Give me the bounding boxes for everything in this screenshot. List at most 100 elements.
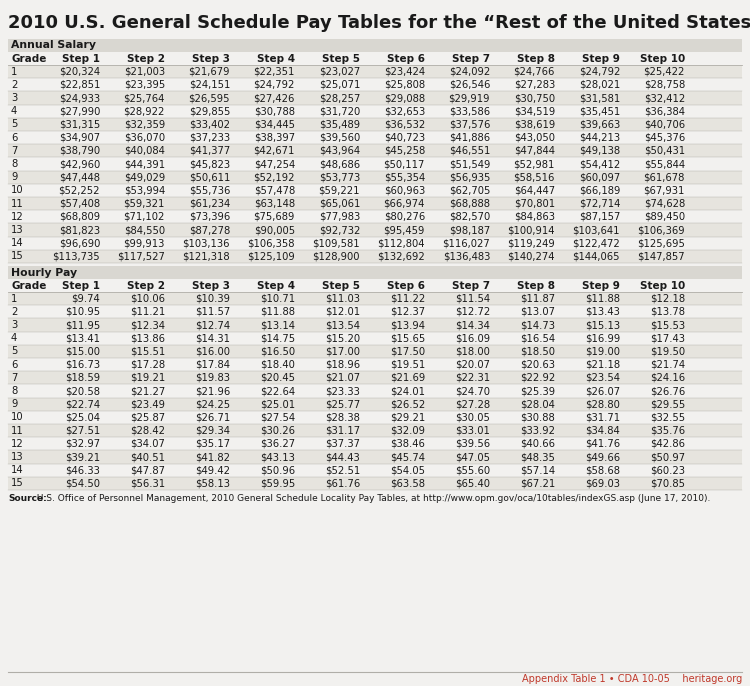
Text: Step 1: Step 1 — [62, 54, 100, 64]
Bar — [8, 424, 742, 437]
Text: $24,933: $24,933 — [58, 93, 100, 103]
Text: $25.77: $25.77 — [325, 399, 360, 410]
Text: $13.07: $13.07 — [520, 307, 555, 317]
Text: 1: 1 — [11, 67, 17, 77]
Text: Grade: Grade — [11, 54, 46, 64]
Text: $14.34: $14.34 — [455, 320, 490, 330]
Text: $32.09: $32.09 — [390, 425, 425, 436]
Text: $66,974: $66,974 — [383, 199, 425, 209]
Bar — [8, 451, 742, 464]
Text: $23.49: $23.49 — [130, 399, 165, 410]
Text: $67.21: $67.21 — [520, 478, 555, 488]
Text: $55.60: $55.60 — [454, 465, 490, 475]
Text: 5: 5 — [11, 119, 17, 130]
Text: $33.92: $33.92 — [520, 425, 555, 436]
Text: $39.21: $39.21 — [64, 452, 100, 462]
Text: $51,549: $51,549 — [448, 159, 490, 169]
Text: $52,981: $52,981 — [514, 159, 555, 169]
Text: 2: 2 — [11, 307, 17, 317]
Text: $11.87: $11.87 — [520, 294, 555, 304]
Text: $26.52: $26.52 — [390, 399, 425, 410]
Text: $61,234: $61,234 — [189, 199, 230, 209]
Text: $41.76: $41.76 — [585, 439, 620, 449]
Text: $11.95: $11.95 — [64, 320, 100, 330]
Text: $90,005: $90,005 — [254, 225, 295, 235]
Text: $28,922: $28,922 — [124, 106, 165, 116]
Text: $55,736: $55,736 — [189, 185, 230, 196]
Text: $46,551: $46,551 — [448, 146, 490, 156]
Bar — [8, 237, 742, 250]
Text: $27,990: $27,990 — [58, 106, 100, 116]
Text: $24.25: $24.25 — [195, 399, 230, 410]
Text: 14: 14 — [11, 465, 24, 475]
Bar — [8, 144, 742, 157]
Text: $22,351: $22,351 — [254, 67, 295, 77]
Text: $24.01: $24.01 — [390, 386, 425, 396]
Text: $147,857: $147,857 — [638, 251, 685, 261]
Text: 6: 6 — [11, 359, 17, 370]
Text: $27,283: $27,283 — [514, 80, 555, 90]
Text: Step 5: Step 5 — [322, 54, 360, 64]
Text: 15: 15 — [11, 251, 24, 261]
Text: $22.31: $22.31 — [454, 372, 490, 383]
Text: $77,983: $77,983 — [319, 212, 360, 222]
Text: Step 10: Step 10 — [640, 54, 685, 64]
Text: $17.28: $17.28 — [130, 359, 165, 370]
Text: $11.88: $11.88 — [585, 294, 620, 304]
Text: $41,377: $41,377 — [189, 146, 230, 156]
Text: $33,402: $33,402 — [189, 119, 230, 130]
Text: $11.54: $11.54 — [454, 294, 490, 304]
Text: $31.17: $31.17 — [325, 425, 360, 436]
Text: $12.01: $12.01 — [325, 307, 360, 317]
Text: $13.14: $13.14 — [260, 320, 295, 330]
Text: $41.82: $41.82 — [195, 452, 230, 462]
Text: 10: 10 — [11, 185, 24, 196]
Bar — [8, 371, 742, 384]
Text: $60,097: $60,097 — [579, 172, 620, 182]
Text: $49.66: $49.66 — [585, 452, 620, 462]
Text: $24,766: $24,766 — [514, 67, 555, 77]
Text: $117,527: $117,527 — [117, 251, 165, 261]
Text: Step 9: Step 9 — [582, 54, 620, 64]
Text: $35,451: $35,451 — [579, 106, 620, 116]
Bar — [8, 197, 742, 210]
Text: $20,324: $20,324 — [58, 67, 100, 77]
Text: Source:: Source: — [8, 494, 46, 503]
Text: $12.72: $12.72 — [454, 307, 490, 317]
Text: $50,431: $50,431 — [644, 146, 685, 156]
Text: $28.42: $28.42 — [130, 425, 165, 436]
Text: $9.74: $9.74 — [71, 294, 100, 304]
Text: $50.96: $50.96 — [260, 465, 295, 475]
Text: $32,653: $32,653 — [384, 106, 425, 116]
Text: $27,426: $27,426 — [254, 93, 295, 103]
Text: $56,935: $56,935 — [448, 172, 490, 182]
Text: $58,516: $58,516 — [514, 172, 555, 182]
Text: Step 6: Step 6 — [387, 281, 425, 290]
Text: $65,061: $65,061 — [319, 199, 360, 209]
Text: $19.83: $19.83 — [195, 372, 230, 383]
Text: $32,412: $32,412 — [644, 93, 685, 103]
Text: $44.43: $44.43 — [326, 452, 360, 462]
Text: $42,960: $42,960 — [58, 159, 100, 169]
Text: Hourly Pay: Hourly Pay — [11, 268, 77, 278]
Text: 12: 12 — [11, 212, 24, 222]
Text: Step 1: Step 1 — [62, 281, 100, 290]
Text: $25.04: $25.04 — [65, 412, 100, 423]
Text: $49,029: $49,029 — [124, 172, 165, 182]
Text: $40.51: $40.51 — [130, 452, 165, 462]
Text: $34.07: $34.07 — [130, 439, 165, 449]
Bar — [8, 318, 742, 331]
Text: $25,808: $25,808 — [384, 80, 425, 90]
Text: $49.42: $49.42 — [195, 465, 230, 475]
Text: $28,257: $28,257 — [319, 93, 360, 103]
Text: $20.45: $20.45 — [260, 372, 295, 383]
Text: $18.59: $18.59 — [64, 372, 100, 383]
Text: $121,318: $121,318 — [182, 251, 230, 261]
Text: Step 2: Step 2 — [127, 54, 165, 64]
Text: 7: 7 — [11, 372, 17, 383]
Text: $28,021: $28,021 — [579, 80, 620, 90]
Text: $27.54: $27.54 — [260, 412, 295, 423]
Text: $70.85: $70.85 — [650, 478, 685, 488]
Text: $18.50: $18.50 — [520, 346, 555, 357]
Text: $13.94: $13.94 — [390, 320, 425, 330]
